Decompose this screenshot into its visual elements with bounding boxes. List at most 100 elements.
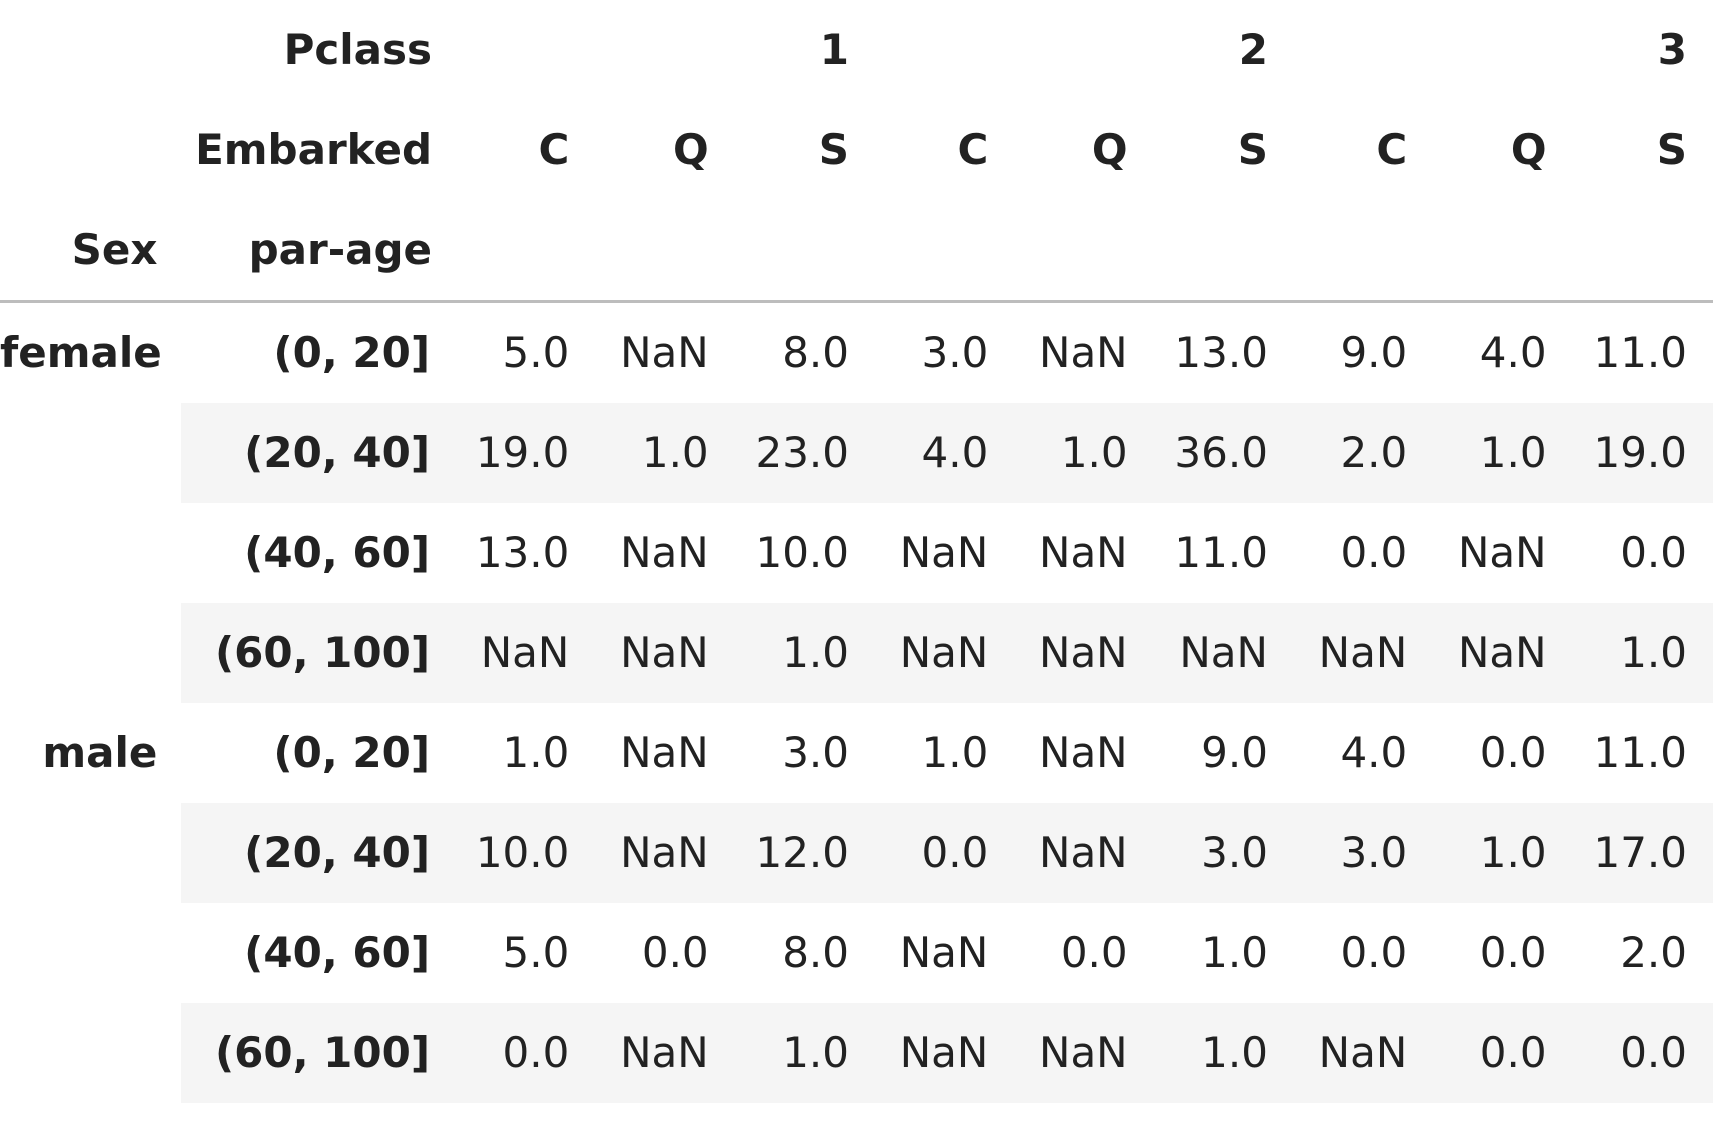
table-header: Pclass 1 2 3 Embarked C Q S C Q S C Q S …	[0, 0, 1713, 303]
table-cell: 2.0	[1620, 928, 1687, 977]
column-header-embarked: S	[1656, 125, 1687, 174]
column-header-embarked: Q	[1510, 125, 1547, 174]
table-cell: 4.0	[874, 403, 1015, 503]
table-cell: NaN	[874, 603, 1015, 703]
table-cell: 11.0	[1593, 728, 1687, 777]
table-row: (40, 60] 5.0 0.0 8.0 NaN 0.0 1.0 0.0 0.0 2.0	[0, 903, 1713, 1003]
column-header-embarked: S	[1237, 125, 1268, 174]
header-blank	[874, 200, 1015, 303]
table-cell: 0.0	[1479, 728, 1547, 777]
table-cell: 5.0	[502, 328, 570, 377]
table-cell: 1.0	[1433, 403, 1573, 503]
table-row: (20, 40] 10.0 NaN 12.0 0.0 NaN 3.0 3.0 1.0 17.0	[0, 803, 1713, 903]
table-cell: 0.0	[1620, 528, 1687, 577]
table-cell: 4.0	[1479, 328, 1547, 377]
table-cell: NaN	[1014, 603, 1154, 703]
header-blank	[456, 200, 596, 303]
table-row: (40, 60] 13.0 NaN 10.0 NaN NaN 11.0 0.0 NaN 0.0	[0, 503, 1713, 603]
table-cell: NaN	[1014, 803, 1154, 903]
column-header-embarked: C	[538, 125, 570, 174]
index-label-par-age: (40, 60]	[244, 928, 431, 977]
table-cell: NaN	[1153, 603, 1294, 703]
table-cell: NaN	[899, 528, 989, 577]
index-level-name-sex: Sex	[0, 200, 182, 303]
table-cell: 10.0	[456, 803, 596, 903]
table-cell: NaN	[620, 728, 709, 777]
table-cell: NaN	[1039, 328, 1128, 377]
table-cell: 1.0	[1014, 403, 1154, 503]
table-cell: NaN	[620, 528, 709, 577]
table-cell: 1.0	[734, 603, 875, 703]
table-cell: 12.0	[734, 803, 875, 903]
header-blank	[595, 200, 735, 303]
table-cell: 1.0	[502, 728, 570, 777]
table-cell: 0.0	[1340, 528, 1408, 577]
table-cell: 19.0	[1572, 403, 1713, 503]
table-cell: 1.0	[734, 1003, 875, 1103]
table-cell: 5.0	[502, 928, 570, 977]
index-label-par-age: (60, 100]	[181, 1003, 457, 1103]
table-cell: NaN	[1039, 728, 1128, 777]
column-header-embarked: Q	[672, 125, 709, 174]
header-blank	[0, 0, 181, 100]
table-cell: 3.0	[1293, 803, 1434, 903]
table-cell: 36.0	[1153, 403, 1294, 503]
table-cell: NaN	[620, 328, 709, 377]
column-level-name-embarked: Embarked	[195, 125, 433, 174]
table-cell: NaN	[1039, 528, 1128, 577]
column-header-pclass-1: 1	[819, 25, 849, 74]
table-cell: NaN	[874, 1003, 1015, 1103]
table-cell: 8.0	[782, 928, 849, 977]
index-level-name-par-age: par-age	[181, 200, 457, 303]
table-cell: 11.0	[1593, 328, 1687, 377]
table-cell: NaN	[1293, 603, 1434, 703]
header-row-index-names: Sex par-age	[0, 200, 1713, 303]
table-cell: 0.0	[641, 928, 709, 977]
table-cell: 0.0	[1060, 928, 1128, 977]
header-blank	[1293, 200, 1434, 303]
column-header-embarked: Q	[1091, 125, 1128, 174]
table-row: (60, 100] NaN NaN 1.0 NaN NaN NaN NaN NaN 1.0	[0, 603, 1713, 703]
column-header-embarked: S	[818, 125, 849, 174]
table-row: (60, 100] 0.0 NaN 1.0 NaN NaN 1.0 NaN 0.0 0.0	[0, 1003, 1713, 1103]
index-label-par-age: (0, 20]	[273, 728, 431, 777]
table-cell: 9.0	[1201, 728, 1268, 777]
table-cell: 0.0	[1433, 1003, 1573, 1103]
table-row: (20, 40] 19.0 1.0 23.0 4.0 1.0 36.0 2.0 1.0 19.0	[0, 403, 1713, 503]
index-label-par-age: (0, 20]	[273, 328, 431, 377]
table-cell: 19.0	[456, 403, 596, 503]
index-label-sex: male	[0, 703, 182, 1103]
index-label-par-age: (20, 40]	[181, 403, 457, 503]
column-header-embarked: C	[957, 125, 989, 174]
table-cell: NaN	[1433, 603, 1573, 703]
column-header-pclass-2: 2	[1238, 25, 1268, 74]
header-blank	[1153, 200, 1294, 303]
table-cell: 13.0	[1174, 328, 1268, 377]
table-cell: 1.0	[1433, 803, 1573, 903]
table-cell: NaN	[1457, 528, 1547, 577]
table-cell: 13.0	[475, 528, 570, 577]
index-label-par-age: (60, 100]	[181, 603, 457, 703]
table-cell: NaN	[595, 1003, 735, 1103]
column-header-embarked: C	[1376, 125, 1408, 174]
table-cell: NaN	[899, 928, 989, 977]
header-blank	[734, 200, 875, 303]
table-cell: 0.0	[1479, 928, 1547, 977]
table-cell: 2.0	[1293, 403, 1434, 503]
table-cell: 9.0	[1340, 328, 1408, 377]
table-cell: 11.0	[1174, 528, 1268, 577]
table-cell: 0.0	[874, 803, 1015, 903]
table-cell: 8.0	[782, 328, 849, 377]
table-cell: 3.0	[1153, 803, 1294, 903]
table-cell: 0.0	[1572, 1003, 1713, 1103]
table-cell: 0.0	[1340, 928, 1408, 977]
table-cell: 3.0	[921, 328, 989, 377]
header-blank	[0, 100, 181, 200]
table-cell: 0.0	[456, 1003, 596, 1103]
table-cell: 23.0	[734, 403, 875, 503]
index-label-par-age: (40, 60]	[244, 528, 431, 577]
table-cell: 17.0	[1572, 803, 1713, 903]
table-cell: 1.0	[1572, 603, 1713, 703]
index-label-sex: female	[0, 301, 182, 703]
table-row: male (0, 20] 1.0 NaN 3.0 1.0 NaN 9.0 4.0 0.0 11.0	[0, 703, 1713, 1103]
